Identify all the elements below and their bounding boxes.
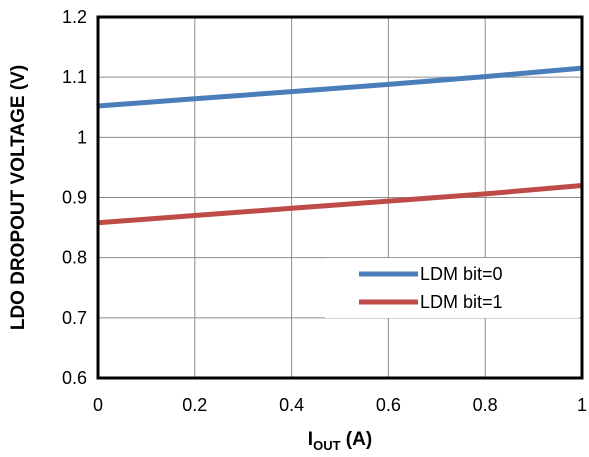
y-tick-label: 0.6 [62,368,87,388]
y-tick-label: 0.7 [62,308,87,328]
x-tick-label: 0.2 [182,395,207,415]
y-tick-label: 0.8 [62,248,87,268]
x-tick-label: 0.6 [376,395,401,415]
series-line-ldm-bit-0 [97,65,583,109]
x-axis-title-suffix: (A) [341,429,373,450]
x-axis-title-main: I [308,429,313,450]
y-tick-label: 1 [77,127,87,147]
y-axis-title: LDO DROPOUT VOLTAGE (V) [8,65,29,330]
x-axis-title: IOUT (A) [308,429,372,453]
x-tick-label: 0.4 [279,395,304,415]
x-tick-label: 0.8 [473,395,498,415]
x-tick-label: 1 [577,395,587,415]
y-tick-label: 1.1 [62,67,87,87]
plot-frame [96,15,584,380]
legend-label-ldm-bit-1: LDM bit=1 [420,292,503,312]
legend-label-ldm-bit-0: LDM bit=0 [420,264,503,284]
tick-labels: 0 0.2 0.4 0.6 0.8 1 0.6 0.7 0.8 0.9 1 1.1 1.2 [62,7,587,415]
series-line-ldm-bit-1 [97,183,583,226]
legend-background [325,258,579,318]
y-tick-label: 0.9 [62,188,87,208]
grid [97,16,583,379]
legend: LDM bit=0 LDM bit=1 [325,258,579,318]
x-axis-title-subscript: OUT [313,438,341,453]
x-tick-label: 0 [93,395,103,415]
y-tick-label: 1.2 [62,7,87,27]
series-lines [97,65,583,226]
